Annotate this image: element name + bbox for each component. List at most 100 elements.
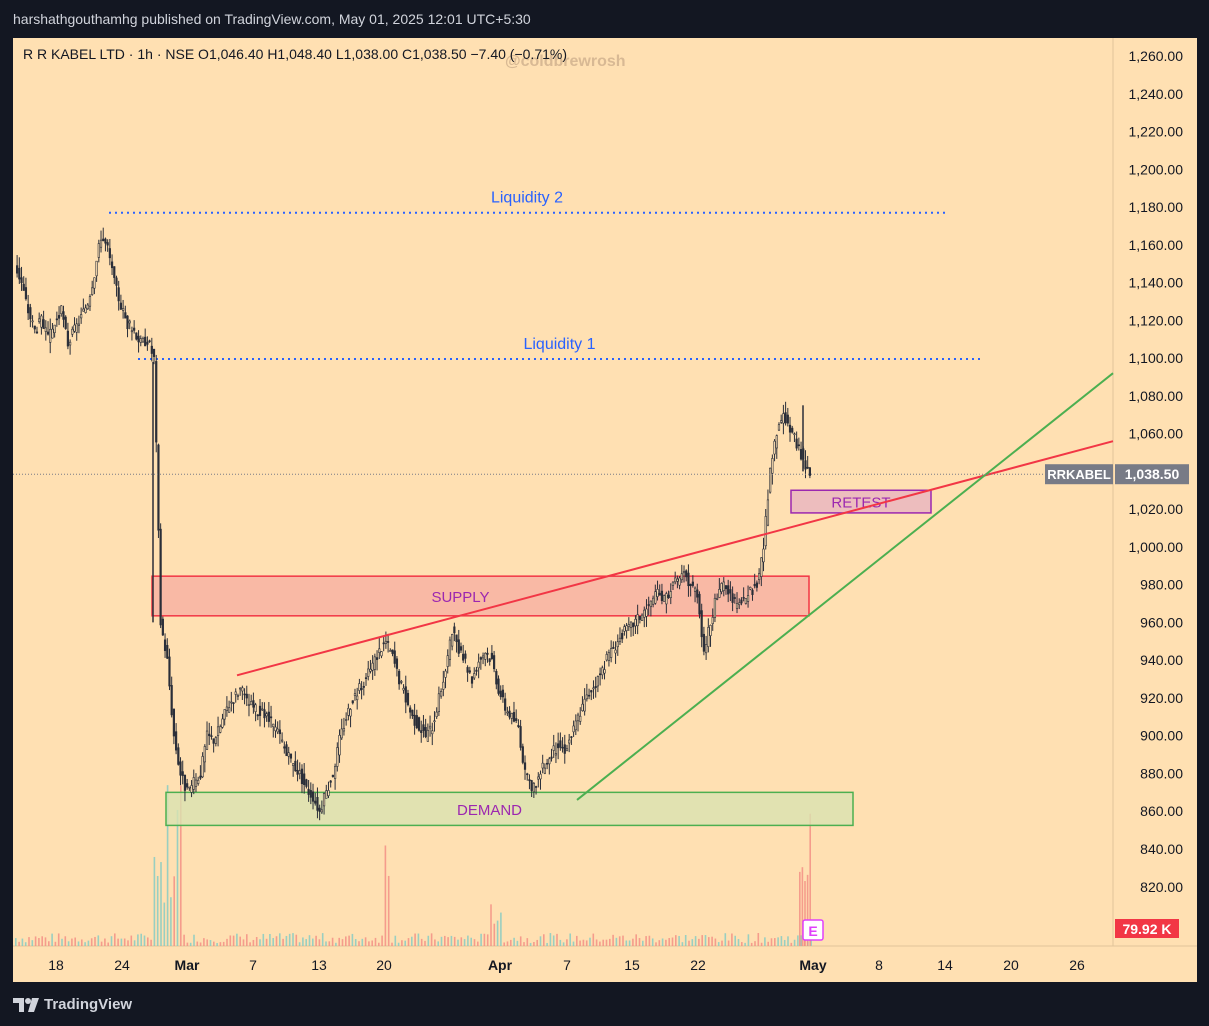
candle-body — [559, 740, 562, 748]
volume-bar — [107, 942, 109, 946]
volume-bar — [331, 937, 334, 946]
volume-bar — [295, 934, 298, 946]
volume-bar — [523, 942, 525, 946]
volume-bar — [394, 935, 397, 946]
volume-bar — [549, 933, 552, 946]
volume-bar — [688, 940, 690, 946]
red-trendline[interactable] — [236, 440, 1114, 677]
candle-body — [214, 737, 217, 744]
candle-body — [269, 716, 273, 719]
volume-bar — [345, 936, 347, 946]
volume-bar — [675, 935, 677, 946]
symbol-tag-label: RRKABEL — [1047, 467, 1111, 482]
candle-body — [629, 621, 633, 629]
volume-bar — [127, 940, 129, 946]
candle-body — [711, 617, 714, 625]
candle-body — [698, 593, 701, 615]
volume-bar — [183, 934, 185, 946]
candle-body — [665, 593, 668, 605]
volume-bar — [622, 935, 624, 946]
volume-bar — [717, 942, 720, 946]
candle-body — [632, 622, 635, 628]
candle-body — [508, 710, 511, 718]
volume-bar — [734, 935, 736, 946]
candle-body — [603, 669, 606, 674]
volume-bar — [67, 941, 70, 946]
candle-body — [115, 277, 118, 286]
candle-body — [793, 433, 796, 436]
volume-bar — [411, 936, 413, 946]
x-tick-label: 26 — [1069, 957, 1085, 973]
candle-body — [486, 652, 489, 655]
volume-bar — [797, 935, 799, 946]
volume-bar — [651, 938, 654, 946]
earnings-marker[interactable] — [802, 919, 824, 941]
candle-body — [375, 657, 379, 660]
volume-bar — [265, 938, 268, 946]
volume-bar — [493, 923, 496, 946]
volume-bar — [678, 935, 680, 946]
candle-body — [422, 724, 425, 731]
candle-body — [347, 707, 350, 716]
volume-bar — [166, 785, 169, 946]
candle-body — [530, 780, 533, 791]
candle-body — [97, 243, 100, 258]
candle-body — [64, 316, 67, 329]
candle-body — [325, 790, 328, 799]
green-trendline[interactable] — [576, 372, 1114, 801]
candle-body — [387, 641, 390, 643]
candle-body — [660, 590, 664, 602]
volume-bar — [358, 941, 360, 946]
volume-bar — [536, 939, 538, 946]
retest-zone[interactable] — [790, 489, 932, 514]
candle-body — [729, 589, 732, 594]
volume-bar — [371, 940, 373, 946]
volume-bar — [618, 936, 621, 946]
volume-bar — [783, 939, 786, 946]
candle-body — [693, 587, 697, 592]
volume-bar — [777, 937, 779, 946]
demand-zone[interactable] — [165, 791, 854, 827]
candle-body — [88, 296, 92, 307]
candle-body — [676, 578, 679, 582]
candle-body — [654, 591, 657, 604]
chart-area[interactable]: 1,260.00 1,240.00 1,220.00 1,200.00 1,180.00… — [13, 38, 1197, 982]
volume-tag-label: 79.92 K — [1122, 921, 1171, 937]
candle-body — [305, 779, 308, 787]
volume-bar — [189, 942, 192, 946]
volume-bar — [328, 941, 331, 946]
candle-body — [713, 597, 717, 618]
candle-body — [194, 779, 198, 787]
volume-bar — [609, 938, 611, 946]
x-tick-label: 7 — [563, 957, 571, 973]
candle-body — [702, 633, 705, 652]
candle-body — [331, 774, 334, 777]
price-chart[interactable]: 1,260.00 1,240.00 1,220.00 1,200.00 1,180.00… — [13, 38, 1197, 982]
candle-body — [102, 238, 105, 242]
volume-bar — [572, 941, 575, 946]
volume-bar — [635, 934, 637, 946]
volume-bar — [760, 942, 763, 946]
volume-bar — [384, 845, 387, 946]
volume-bar — [275, 936, 278, 946]
volume-bar — [642, 940, 644, 946]
candle-body — [764, 516, 767, 547]
volume-bar — [381, 935, 383, 946]
volume-bar — [490, 904, 492, 946]
volume-bar — [292, 933, 294, 946]
candle-body — [42, 319, 45, 329]
volume-bar — [404, 940, 406, 946]
volume-bar — [57, 933, 60, 946]
volume-bar — [701, 935, 703, 946]
volume-bar — [585, 940, 588, 946]
candle-body — [84, 307, 87, 313]
candle-body — [296, 769, 299, 775]
y-tick-label: 1,160.00 — [1129, 237, 1184, 253]
volume-bar — [391, 942, 393, 946]
candle-body — [680, 573, 683, 581]
volume-bar — [724, 933, 727, 946]
candle-body — [276, 728, 279, 733]
y-tick-label: 1,260.00 — [1129, 48, 1184, 64]
candle-body — [515, 718, 518, 721]
tradingview-logo[interactable]: TradingView — [13, 996, 132, 1013]
